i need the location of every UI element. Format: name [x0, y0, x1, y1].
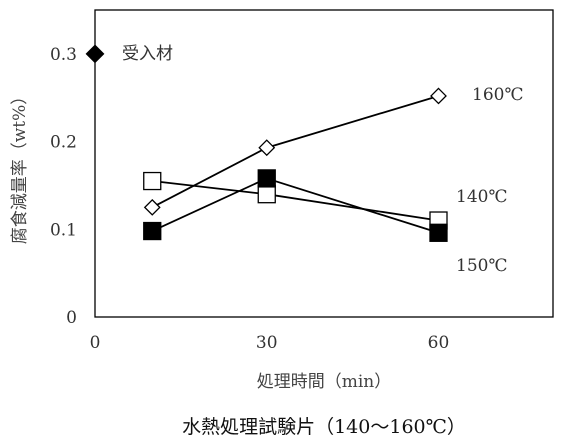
series-label-140: 140℃: [456, 187, 507, 207]
series-lines: [151, 95, 439, 234]
data-point: [143, 221, 162, 241]
data-point: [257, 169, 276, 188]
y-tick-label: 0.3: [50, 45, 77, 65]
data-point: [257, 185, 276, 204]
series-label-150: 150℃: [456, 256, 507, 276]
reference-label: 受入材: [122, 44, 173, 64]
series-markers: [85, 44, 448, 242]
y-tick-label: 0.1: [50, 220, 77, 240]
x-tick-label: 0: [90, 333, 101, 353]
x-axis-title: 処理時間（min）: [257, 372, 392, 392]
x-tick-label: 30: [256, 333, 278, 353]
series-label-160: 160℃: [472, 85, 523, 105]
data-point: [143, 198, 161, 216]
series-line: [151, 95, 439, 209]
chart-caption: 水熱処理試験片（140～160℃）: [182, 416, 466, 438]
y-tick-label: 0.2: [50, 133, 77, 153]
y-axis-title: 腐食減量率（wt%）: [10, 88, 30, 245]
data-point: [429, 223, 448, 242]
reference-point: [85, 44, 105, 64]
data-point: [430, 87, 447, 105]
axis-ticks: 0 30 60 0 0.1 0.2 0.3: [50, 45, 449, 353]
data-point: [258, 139, 276, 157]
plot-area-frame: [94, 9, 554, 318]
y-tick-label: 0: [66, 308, 77, 328]
data-point: [143, 171, 162, 191]
x-tick-label: 60: [428, 333, 450, 353]
